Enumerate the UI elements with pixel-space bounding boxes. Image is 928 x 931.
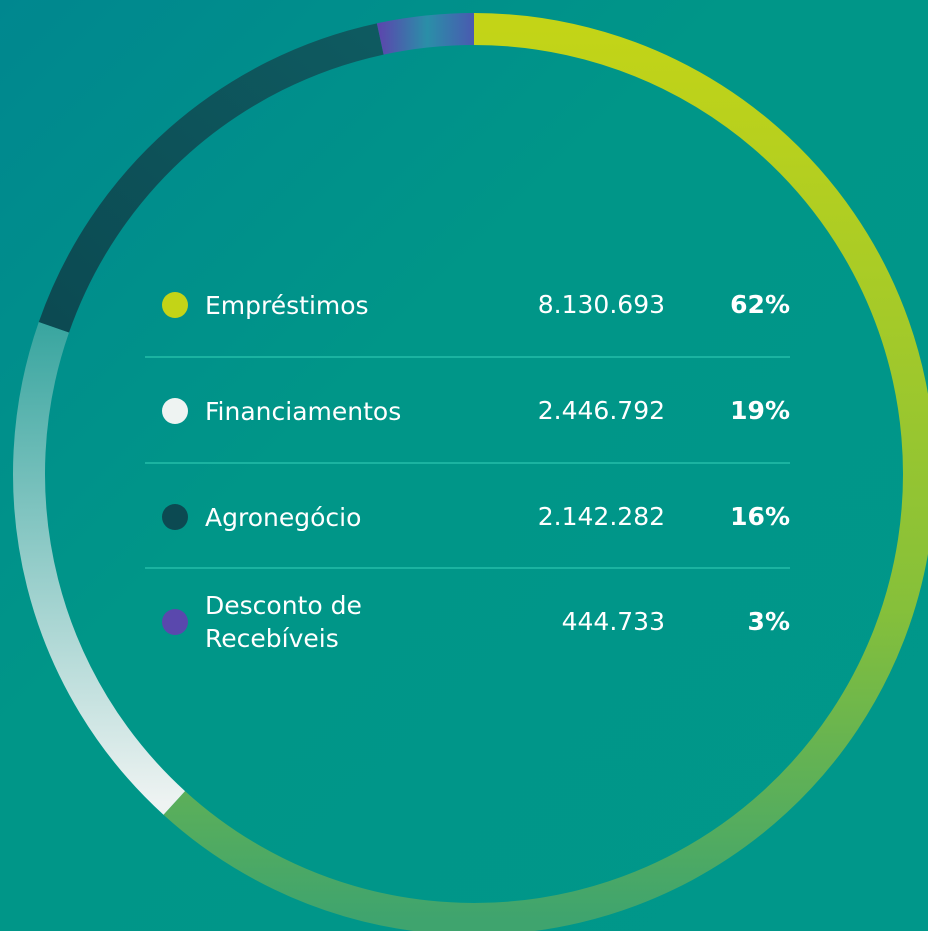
separator (145, 356, 790, 358)
legend-row: Financiamentos 2.446.792 19% (145, 358, 790, 463)
amount: 444.733 (561, 607, 665, 636)
separator (145, 567, 790, 569)
legend-row: Empréstimos 8.130.693 62% (145, 252, 790, 357)
donut-segment (163, 13, 928, 931)
share: 3% (747, 607, 790, 636)
share: 19% (730, 396, 790, 425)
legend-dot (162, 609, 188, 635)
legend-dot (162, 292, 188, 318)
amount: 2.446.792 (537, 396, 665, 425)
legend-label: Desconto de Recebíveis (205, 591, 362, 653)
legend-dot (162, 398, 188, 424)
legend-label: Financiamentos (205, 396, 402, 426)
donut-segment (13, 321, 186, 815)
share: 62% (730, 290, 790, 319)
amount: 8.130.693 (537, 290, 665, 319)
share: 16% (730, 502, 790, 531)
separator (145, 462, 790, 464)
legend-label: Empréstimos (205, 290, 369, 320)
legend-dot (162, 504, 188, 530)
legend-label: Agronegócio (205, 502, 362, 532)
amount: 2.142.282 (537, 502, 665, 531)
legend-row: Desconto de Recebíveis 444.733 3% (145, 569, 790, 674)
donut-segment (376, 13, 475, 55)
legend-row: Agronegócio 2.142.282 16% (145, 464, 790, 569)
donut-segment (38, 23, 384, 333)
